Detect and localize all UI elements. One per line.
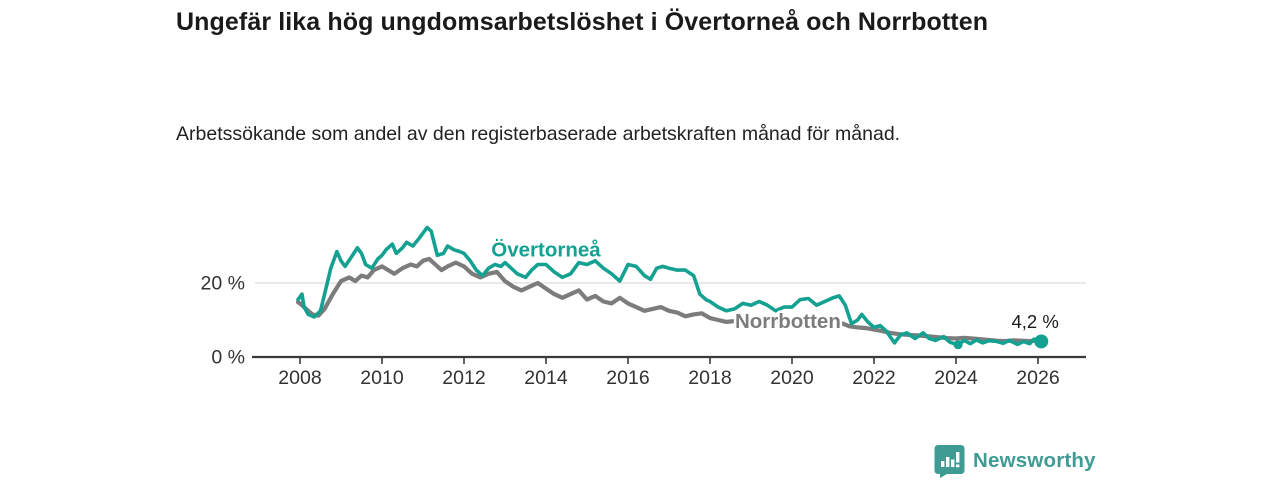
chart-subtitle: Arbetssökande som andel av den registerb… bbox=[176, 123, 901, 145]
y-tick-label: 0 % bbox=[211, 347, 245, 369]
series-line-overtornea bbox=[296, 225, 1044, 347]
x-tick-label: 2024 bbox=[934, 367, 978, 389]
y-tick-label: 20 % bbox=[201, 273, 245, 295]
latest-value-dot bbox=[953, 340, 963, 350]
x-tick-label: 2018 bbox=[688, 367, 731, 389]
series-label-norrbotten: Norrbotten bbox=[735, 310, 841, 333]
latest-value-annotation: 4,2 % bbox=[1011, 311, 1058, 332]
x-tick-label: 2012 bbox=[442, 367, 485, 389]
x-tick-label: 2020 bbox=[770, 367, 814, 389]
x-tick-label: 2008 bbox=[278, 367, 321, 389]
page-title: Ungefär lika hög ungdomsarbetslöshet i Ö… bbox=[176, 8, 989, 36]
latest-value-dot bbox=[1034, 334, 1049, 349]
x-tick-label: 2022 bbox=[852, 367, 895, 389]
x-tick-label: 2010 bbox=[360, 367, 404, 389]
newsworthy-logo-text: Newsworthy bbox=[973, 449, 1096, 472]
x-tick-label: 2014 bbox=[524, 367, 568, 389]
newsworthy-logo[interactable]: Newsworthy bbox=[934, 444, 1096, 478]
x-tick-label: 2016 bbox=[606, 367, 649, 389]
series-line-norrbotten bbox=[295, 256, 1041, 344]
series-label-overtornea: Övertorneå bbox=[491, 239, 601, 262]
x-tick-label: 2026 bbox=[1016, 367, 1059, 389]
newsworthy-logo-icon bbox=[934, 444, 965, 478]
